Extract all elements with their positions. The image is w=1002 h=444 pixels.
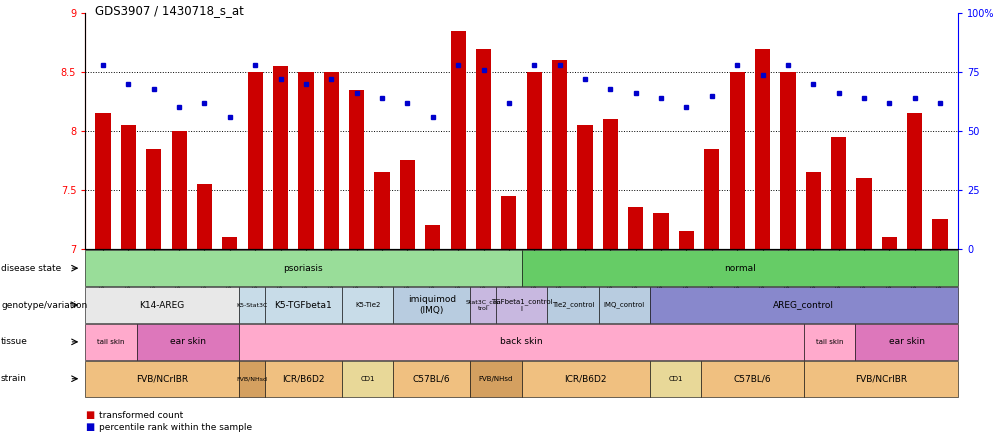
Text: K5-Tie2: K5-Tie2 <box>355 302 380 308</box>
Bar <box>856 178 871 249</box>
Text: imiquimod
(IMQ): imiquimod (IMQ) <box>407 295 455 315</box>
Bar <box>577 125 592 249</box>
Text: ICR/B6D2: ICR/B6D2 <box>282 374 325 383</box>
Bar <box>95 113 110 249</box>
Text: CD1: CD1 <box>667 376 682 382</box>
Text: FVB/NCrIBR: FVB/NCrIBR <box>136 374 188 383</box>
Bar <box>324 72 339 249</box>
Bar <box>196 184 211 249</box>
Text: psoriasis: psoriasis <box>284 264 323 273</box>
Text: K5-Stat3C: K5-Stat3C <box>236 302 268 308</box>
Text: transformed count: transformed count <box>99 411 183 420</box>
Text: K14-AREG: K14-AREG <box>139 301 184 309</box>
Bar <box>932 219 947 249</box>
Text: AREG_control: AREG_control <box>773 301 834 309</box>
Bar <box>450 31 465 249</box>
Text: strain: strain <box>1 374 27 383</box>
Text: IMQ_control: IMQ_control <box>603 301 644 309</box>
Text: C57BL/6: C57BL/6 <box>413 374 450 383</box>
Bar <box>831 137 846 249</box>
Text: tail skin: tail skin <box>97 339 124 345</box>
Bar <box>526 72 541 249</box>
Bar <box>805 172 820 249</box>
Text: ■: ■ <box>85 410 94 420</box>
Bar <box>551 60 567 249</box>
Text: tissue: tissue <box>1 337 28 346</box>
Bar <box>678 231 693 249</box>
Bar <box>222 237 237 249</box>
Text: back skin: back skin <box>500 337 542 346</box>
Bar <box>273 66 288 249</box>
Bar <box>400 160 415 249</box>
Text: genotype/variation: genotype/variation <box>1 301 87 309</box>
Bar <box>653 214 668 249</box>
Text: Tie2_control: Tie2_control <box>551 301 593 309</box>
Bar <box>247 72 263 249</box>
Bar <box>881 237 896 249</box>
Text: GDS3907 / 1430718_s_at: GDS3907 / 1430718_s_at <box>95 4 243 17</box>
Text: ICR/B6D2: ICR/B6D2 <box>564 374 606 383</box>
Bar <box>906 113 922 249</box>
Text: ■: ■ <box>85 422 94 432</box>
Bar <box>627 207 642 249</box>
Text: K5-TGFbeta1: K5-TGFbeta1 <box>275 301 332 309</box>
Text: ear skin: ear skin <box>888 337 924 346</box>
Bar <box>728 72 744 249</box>
Text: percentile rank within the sample: percentile rank within the sample <box>99 423 253 432</box>
Text: disease state: disease state <box>1 264 61 273</box>
Bar <box>780 72 795 249</box>
Bar <box>146 149 161 249</box>
Text: tail skin: tail skin <box>815 339 843 345</box>
Bar <box>602 119 617 249</box>
Bar <box>501 196 516 249</box>
Text: FVB/NCrIBR: FVB/NCrIBR <box>854 374 906 383</box>
Bar <box>755 49 770 249</box>
Text: Stat3C_con
trol: Stat3C_con trol <box>465 299 500 311</box>
Text: TGFbeta1_control
l: TGFbeta1_control l <box>490 298 552 312</box>
Bar <box>171 131 186 249</box>
Text: normal: normal <box>723 264 755 273</box>
Bar <box>703 149 718 249</box>
Bar <box>298 72 314 249</box>
Bar <box>349 90 364 249</box>
Text: ear skin: ear skin <box>169 337 205 346</box>
Text: CD1: CD1 <box>360 376 375 382</box>
Bar <box>475 49 491 249</box>
Text: FVB/NHsd: FVB/NHsd <box>478 376 513 382</box>
Bar <box>374 172 389 249</box>
Text: FVB/NHsd: FVB/NHsd <box>236 376 268 381</box>
Bar <box>120 125 136 249</box>
Bar <box>425 225 440 249</box>
Text: C57BL/6: C57BL/6 <box>733 374 771 383</box>
